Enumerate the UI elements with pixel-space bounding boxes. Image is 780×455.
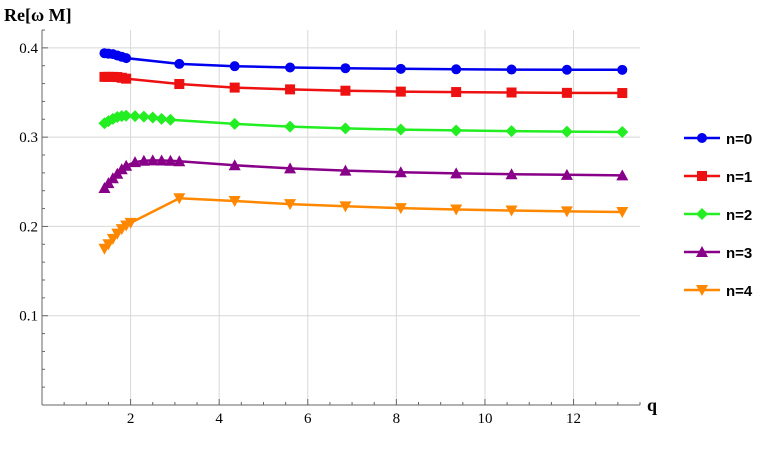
data-point-n4 <box>339 201 352 213</box>
data-point-n2 <box>505 125 518 138</box>
data-point-n0 <box>451 64 462 75</box>
data-point-n1 <box>451 87 462 98</box>
legend-label-n3: n=3 <box>726 245 752 262</box>
series-line-n4 <box>103 197 623 250</box>
legend: n=0 n=1 n=2 n=3 n=4 <box>684 131 753 300</box>
data-point-n3 <box>146 154 159 166</box>
data-point-n3 <box>164 154 177 166</box>
x-tick-label: 6 <box>304 411 312 427</box>
data-point-n3 <box>129 156 142 168</box>
x-tick-label: 10 <box>477 411 492 427</box>
data-point-n4 <box>616 206 629 218</box>
legend-label-n4: n=4 <box>726 283 753 300</box>
data-point-n0 <box>395 63 406 74</box>
data-point-n2 <box>129 110 142 123</box>
data-point-n0 <box>174 58 185 69</box>
data-point-n0 <box>340 63 351 74</box>
legend-marker-n0 <box>697 133 707 143</box>
series-layer <box>98 48 629 255</box>
x-tick-label: 2 <box>127 411 135 427</box>
data-point-n2 <box>146 111 159 124</box>
data-point-n4 <box>228 195 241 207</box>
data-point-n0 <box>121 53 132 64</box>
data-point-n3 <box>137 154 150 166</box>
data-point-n3 <box>155 154 168 166</box>
data-point-n0 <box>506 64 517 75</box>
legend-entry-n0: n=0 <box>684 131 752 148</box>
y-tick-label: 0.1 <box>19 309 38 325</box>
series-n2 <box>98 109 629 138</box>
data-point-n1 <box>395 86 406 97</box>
data-point-n2 <box>339 122 352 135</box>
data-point-n0 <box>561 64 572 75</box>
data-point-n0 <box>617 64 628 75</box>
legend-marker-n1 <box>697 171 707 181</box>
data-point-n2 <box>560 125 573 138</box>
data-point-n2 <box>120 109 133 122</box>
data-point-n3 <box>394 166 407 178</box>
x-tick-label: 12 <box>566 411 581 427</box>
data-point-n1 <box>285 84 296 95</box>
data-point-n1 <box>229 82 240 93</box>
x-tick-label: 8 <box>393 411 401 427</box>
data-point-n1 <box>617 88 628 99</box>
legend-label-n0: n=0 <box>726 131 752 148</box>
data-point-n4 <box>505 205 518 217</box>
data-point-n4 <box>124 217 137 229</box>
data-point-n1 <box>121 73 132 84</box>
data-point-n1 <box>506 87 517 98</box>
legend-marker-n2 <box>696 208 708 220</box>
series-n4 <box>98 193 629 255</box>
legend-entry-n1: n=1 <box>684 169 752 186</box>
data-point-n2 <box>137 110 150 123</box>
legend-label-n2: n=2 <box>726 207 752 224</box>
y-tick-label: 0.2 <box>19 219 38 235</box>
data-point-n2 <box>164 113 177 126</box>
data-point-n2 <box>228 117 241 130</box>
legend-label-n1: n=1 <box>726 169 752 186</box>
y-tick-label: 0.3 <box>19 130 38 146</box>
data-point-n3 <box>505 168 518 180</box>
x-axis-label: q <box>647 395 657 415</box>
data-point-n2 <box>616 125 629 138</box>
data-point-n3 <box>120 159 133 171</box>
data-point-n4 <box>560 206 573 218</box>
data-point-n4 <box>284 199 297 211</box>
data-point-n2 <box>450 124 463 137</box>
data-point-n1 <box>340 85 351 96</box>
series-n0 <box>99 48 628 75</box>
data-point-n2 <box>155 112 168 125</box>
data-point-n3 <box>284 162 297 174</box>
legend-entry-n4: n=4 <box>684 283 753 300</box>
data-point-n2 <box>284 120 297 133</box>
data-point-n0 <box>229 61 240 72</box>
legend-marker-n3 <box>696 246 708 257</box>
data-point-n2 <box>394 123 407 136</box>
data-point-n3 <box>339 164 352 176</box>
y-tick-label: 0.4 <box>19 41 38 57</box>
axes <box>41 29 641 406</box>
data-point-n1 <box>561 87 572 98</box>
data-point-n3 <box>616 169 629 181</box>
series-n1 <box>99 71 628 99</box>
data-point-n0 <box>285 62 296 73</box>
x-tick-label: 4 <box>215 411 223 427</box>
legend-entry-n3: n=3 <box>684 245 752 262</box>
data-point-n1 <box>174 79 185 90</box>
tick-labels: 2 4 6 8 10 12 0.1 0.2 0.3 0.4 <box>19 41 581 427</box>
data-point-n4 <box>173 193 186 205</box>
data-point-n3 <box>450 167 463 179</box>
data-point-n3 <box>173 155 186 167</box>
legend-entry-n2: n=2 <box>684 207 752 224</box>
data-point-n4 <box>394 203 407 215</box>
legend-marker-n4 <box>696 285 708 296</box>
data-point-n4 <box>450 204 463 216</box>
data-point-n3 <box>560 168 573 180</box>
y-axis-label: Re[ω M] <box>4 5 72 25</box>
series-line-n2 <box>103 114 623 134</box>
data-point-n3 <box>228 159 241 171</box>
series-n3 <box>98 154 629 194</box>
